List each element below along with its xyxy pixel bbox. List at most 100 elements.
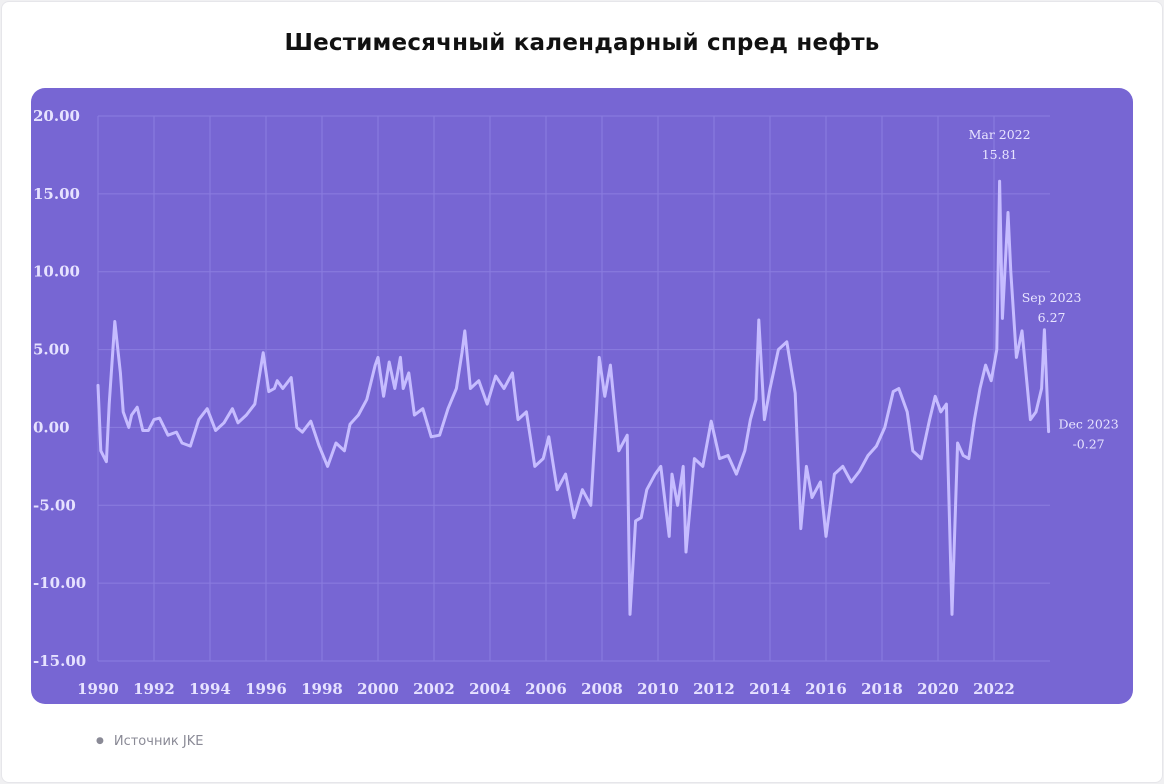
data-point bbox=[859, 470, 861, 472]
data-point bbox=[929, 419, 931, 421]
data-point bbox=[794, 392, 796, 394]
data-point bbox=[131, 414, 133, 416]
series-line bbox=[96, 179, 1051, 616]
x-tick-label: 2016 bbox=[805, 680, 847, 698]
data-point bbox=[957, 442, 959, 444]
data-point bbox=[439, 434, 441, 436]
data-point bbox=[702, 465, 704, 467]
data-point bbox=[167, 434, 169, 436]
data-point bbox=[147, 429, 149, 432]
data-point bbox=[595, 411, 598, 413]
data-point bbox=[973, 419, 976, 421]
data-point bbox=[646, 489, 648, 491]
y-tick-label: 20.00 bbox=[33, 107, 80, 125]
data-point bbox=[394, 387, 396, 390]
data-point bbox=[951, 613, 953, 615]
data-point bbox=[455, 387, 457, 390]
data-point bbox=[100, 450, 102, 452]
data-point bbox=[408, 372, 410, 374]
data-point bbox=[786, 341, 788, 343]
data-point bbox=[430, 436, 432, 438]
data-point bbox=[181, 442, 183, 444]
data-point bbox=[231, 408, 233, 410]
data-point bbox=[1015, 356, 1018, 358]
data-point bbox=[273, 387, 275, 390]
data-point bbox=[1007, 211, 1009, 214]
data-point bbox=[749, 419, 752, 421]
data-point bbox=[590, 504, 592, 506]
data-point bbox=[282, 387, 284, 390]
data-point bbox=[343, 450, 345, 452]
data-point bbox=[511, 372, 513, 374]
data-point bbox=[136, 406, 138, 408]
data-point bbox=[276, 380, 278, 382]
x-tick-label: 2000 bbox=[357, 680, 399, 698]
line-chart: 20.00 15.00 10.00 5.00 0.00 -5.00 -10.00 -15.00… bbox=[33, 107, 1119, 698]
annotation-date: Mar 2022 bbox=[969, 127, 1031, 142]
chart-panel: 20.00 15.00 10.00 5.00 0.00 -5.00 -10.00 -15.00… bbox=[31, 88, 1133, 704]
x-tick-label: 2022 bbox=[973, 680, 1015, 698]
source-note: ● Источник JKE bbox=[96, 734, 203, 749]
y-tick-label: 15.00 bbox=[33, 185, 80, 203]
data-point bbox=[128, 426, 130, 429]
data-point bbox=[254, 403, 256, 405]
data-point bbox=[867, 454, 869, 457]
data-point bbox=[548, 436, 550, 438]
source-text: Источник JKE bbox=[113, 734, 204, 749]
data-point bbox=[503, 387, 505, 390]
data-point bbox=[598, 356, 600, 358]
data-point bbox=[962, 454, 964, 457]
data-point bbox=[366, 398, 368, 400]
data-point bbox=[495, 375, 497, 377]
data-point bbox=[875, 445, 878, 447]
data-point bbox=[245, 414, 247, 416]
data-point bbox=[198, 419, 200, 421]
data-point bbox=[108, 403, 110, 405]
data-point bbox=[114, 320, 116, 323]
data-point bbox=[842, 465, 844, 467]
data-point bbox=[763, 419, 766, 421]
data-point bbox=[119, 372, 121, 374]
data-point bbox=[189, 445, 191, 447]
data-point bbox=[940, 411, 942, 413]
data-point bbox=[290, 377, 292, 379]
x-tick-label: 1998 bbox=[301, 680, 343, 698]
data-point bbox=[105, 461, 107, 463]
x-tick-label: 2014 bbox=[749, 680, 791, 698]
data-point bbox=[769, 387, 771, 390]
data-point bbox=[215, 429, 217, 432]
data-point bbox=[920, 457, 922, 460]
x-tick-label: 2012 bbox=[693, 680, 735, 698]
data-point bbox=[517, 419, 519, 421]
data-point bbox=[268, 391, 270, 393]
data-point bbox=[447, 408, 449, 410]
data-point bbox=[556, 489, 558, 491]
x-tick-label: 1990 bbox=[77, 680, 119, 698]
data-point bbox=[388, 361, 390, 363]
data-point bbox=[1010, 271, 1012, 273]
data-point bbox=[486, 403, 488, 405]
data-point bbox=[1021, 330, 1023, 332]
data-point bbox=[464, 330, 466, 332]
annotation-value: -0.27 bbox=[1073, 437, 1105, 452]
data-point bbox=[819, 481, 822, 483]
data-point bbox=[635, 520, 637, 522]
data-point bbox=[399, 356, 401, 358]
x-tick-label: 2004 bbox=[469, 680, 511, 698]
data-point bbox=[640, 517, 642, 519]
data-point bbox=[301, 431, 303, 433]
data-point bbox=[985, 364, 987, 366]
x-tick-label: 2002 bbox=[413, 680, 455, 698]
y-tick-label: -10.00 bbox=[33, 574, 86, 592]
data-point bbox=[660, 465, 662, 467]
data-point bbox=[318, 445, 320, 447]
data-point bbox=[618, 450, 620, 452]
data-point bbox=[906, 411, 908, 413]
data-point bbox=[884, 426, 886, 429]
data-point bbox=[755, 398, 757, 400]
data-point bbox=[685, 551, 687, 553]
x-tick-label: 2020 bbox=[917, 680, 959, 698]
data-point bbox=[609, 364, 612, 366]
data-point bbox=[175, 431, 177, 433]
data-point bbox=[534, 465, 536, 467]
